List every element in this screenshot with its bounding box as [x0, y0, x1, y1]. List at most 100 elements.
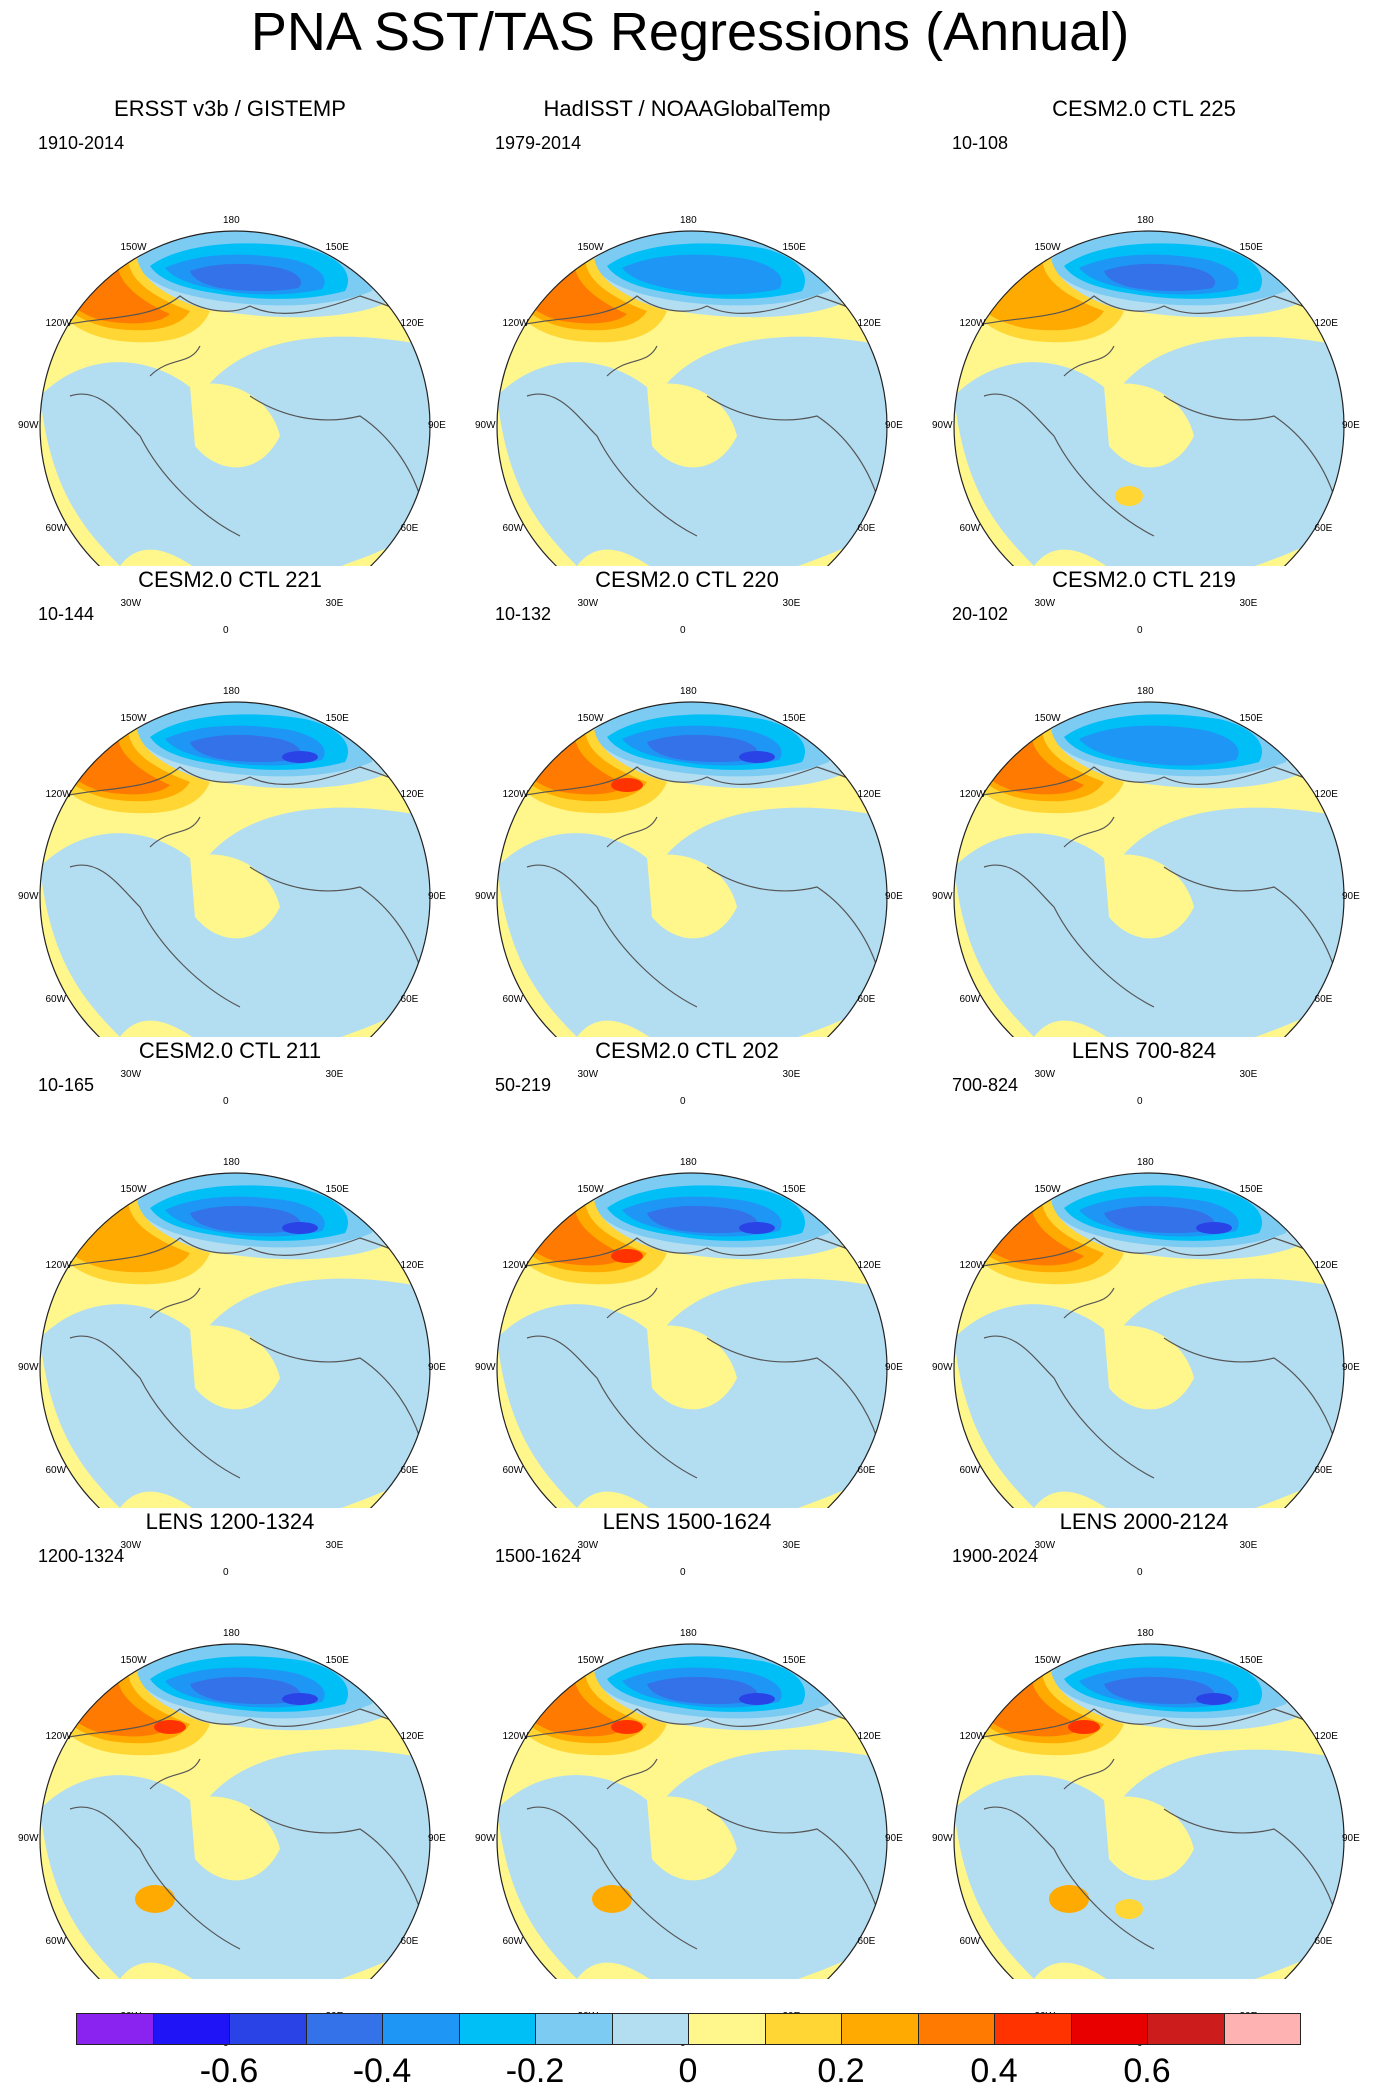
map-panel: LENS 2000-2124 180 150E 120E 90E 60E 30E 0 30W 60… — [914, 1509, 1374, 2049]
colorbar-swatch — [841, 2013, 919, 2045]
longitude-label: 60E — [400, 1464, 419, 1476]
colorbar-swatch — [76, 2013, 154, 2045]
longitude-label: 120W — [45, 788, 72, 800]
panel-title: CESM2.0 CTL 211 — [138, 1038, 322, 1063]
map-panel: CESM2.0 CTL 221 180 150E 120E 90E 60E 30E 0 30W 6… — [0, 567, 460, 1107]
polar-map — [953, 230, 1345, 566]
polar-map — [39, 230, 431, 566]
map-panel: HadISST / NOAAGlobalTemp 180 150E 120E 90E 60… — [457, 96, 917, 636]
map-border — [496, 701, 888, 1037]
longitude-label: 60W — [959, 522, 981, 534]
longitude-label: 90E — [1342, 1362, 1360, 1373]
longitude-label: 150E — [782, 242, 806, 254]
cool-anomaly-region — [497, 1749, 887, 1979]
polar-map — [953, 1643, 1345, 1979]
panel-years: 1910-2014 — [38, 133, 125, 153]
coastline — [59, 1237, 430, 1479]
longitude-label: 30E — [1239, 1539, 1258, 1551]
polar-map — [953, 701, 1345, 1037]
pacific-cold-pool-core — [190, 1676, 301, 1704]
longitude-label: 60W — [959, 993, 981, 1005]
longitude-label: 90W — [475, 1833, 496, 1844]
longitude-label: 150E — [325, 1184, 349, 1196]
arctic-warm-patch — [1104, 854, 1194, 939]
panel-years: 1900-2024 — [952, 1546, 1039, 1566]
longitude-label: 150W — [1034, 713, 1061, 725]
longitude-label: 60W — [45, 1935, 67, 1947]
pacific-cold-pool-core — [647, 1205, 758, 1233]
colorbar-tick-label: 0 — [678, 2052, 698, 2090]
figure-title: PNA SST/TAS Regressions (Annual) — [250, 2, 1130, 62]
longitude-label: 60W — [502, 993, 524, 1005]
map-panel: LENS 1500-1624 180 150E 120E 90E 60E 30E 0 30W 60… — [457, 1509, 917, 2049]
longitude-label: 60E — [1314, 1935, 1333, 1947]
longitude-label: 150W — [120, 1184, 147, 1196]
colorbar-swatch — [688, 2013, 766, 2045]
longitude-label: 90E — [428, 420, 446, 431]
longitude-label: 90E — [1342, 420, 1360, 431]
map-panel: CESM2.0 CTL 202 180 150E 120E 90E 60E 30E 0 30W 6… — [457, 1038, 917, 1578]
panel-title: ERSST v3b / GISTEMP — [114, 96, 346, 121]
longitude-label: 60W — [502, 522, 524, 534]
longitude-label: 150W — [1034, 1184, 1061, 1196]
atlantic-warm-patch — [1115, 1899, 1143, 1919]
longitude-label: 150E — [325, 713, 349, 725]
warm-anomaly-extreme — [1068, 1720, 1100, 1734]
longitude-label: 30E — [1239, 1068, 1258, 1080]
colorbar-tick-label: -0.6 — [199, 2052, 259, 2090]
cool-anomaly-region — [954, 1749, 1344, 1979]
longitude-label: 180 — [680, 1157, 697, 1168]
longitude-label: 120W — [502, 317, 529, 329]
longitude-label: 0 — [223, 625, 229, 636]
longitude-label: 60W — [45, 522, 67, 534]
cool-anomaly-region — [40, 1749, 430, 1979]
pacific-cold-pool-extreme — [739, 751, 775, 763]
longitude-label: 90W — [475, 420, 496, 431]
pacific-cold-pool-extreme — [739, 1693, 775, 1705]
map-border — [953, 230, 1345, 566]
longitude-label: 30E — [325, 597, 344, 609]
arctic-warm-patch — [647, 1325, 737, 1410]
longitude-label: 120E — [857, 788, 881, 800]
longitude-label: 120W — [959, 1259, 986, 1271]
longitude-label: 90W — [932, 1833, 953, 1844]
warm-anomaly-extreme — [154, 1720, 186, 1734]
cool-anomaly-region — [497, 807, 887, 1037]
longitude-label: 120W — [45, 1259, 72, 1271]
longitude-label: 90E — [885, 1362, 903, 1373]
polar-map — [496, 230, 888, 566]
longitude-label: 150E — [325, 1655, 349, 1667]
arctic-warm-patch — [190, 854, 280, 939]
longitude-label: 120W — [502, 788, 529, 800]
polar-map — [39, 1643, 431, 1979]
longitude-label: 60E — [400, 993, 419, 1005]
panel-title: LENS 1500-1624 — [602, 1509, 772, 1534]
pacific-cold-pool-core — [1104, 263, 1215, 291]
cool-anomaly-region — [954, 1278, 1344, 1508]
pacific-cold-pool-core — [622, 254, 782, 295]
longitude-label: 30W — [120, 1539, 142, 1551]
longitude-label: 60E — [1314, 1464, 1333, 1476]
longitude-label: 180 — [680, 215, 697, 226]
longitude-label: 120W — [959, 788, 986, 800]
longitude-label: 60W — [502, 1935, 524, 1947]
colorbar-tick-label: -0.4 — [352, 2052, 412, 2090]
panel-title: CESM2.0 CTL 220 — [595, 567, 779, 592]
longitude-label: 150E — [782, 1655, 806, 1667]
longitude-label: 120E — [1314, 1259, 1338, 1271]
polar-map — [496, 1643, 888, 1979]
pacific-cold-pool-extreme — [282, 1693, 318, 1705]
panel-years: 10-132 — [495, 604, 552, 624]
coastline — [973, 766, 1344, 1008]
panel-title: LENS 1200-1324 — [145, 1509, 315, 1534]
map-border — [953, 701, 1345, 1037]
atlantic-warm-patch — [135, 1885, 175, 1913]
longitude-label: 90E — [885, 420, 903, 431]
longitude-label: 120W — [45, 317, 72, 329]
colorbar-swatch — [458, 2013, 536, 2045]
longitude-label: 30E — [782, 1068, 801, 1080]
longitude-label: 180 — [223, 686, 240, 697]
longitude-label: 150W — [577, 1655, 604, 1667]
arctic-warm-patch — [190, 383, 280, 468]
map-border — [496, 1643, 888, 1979]
